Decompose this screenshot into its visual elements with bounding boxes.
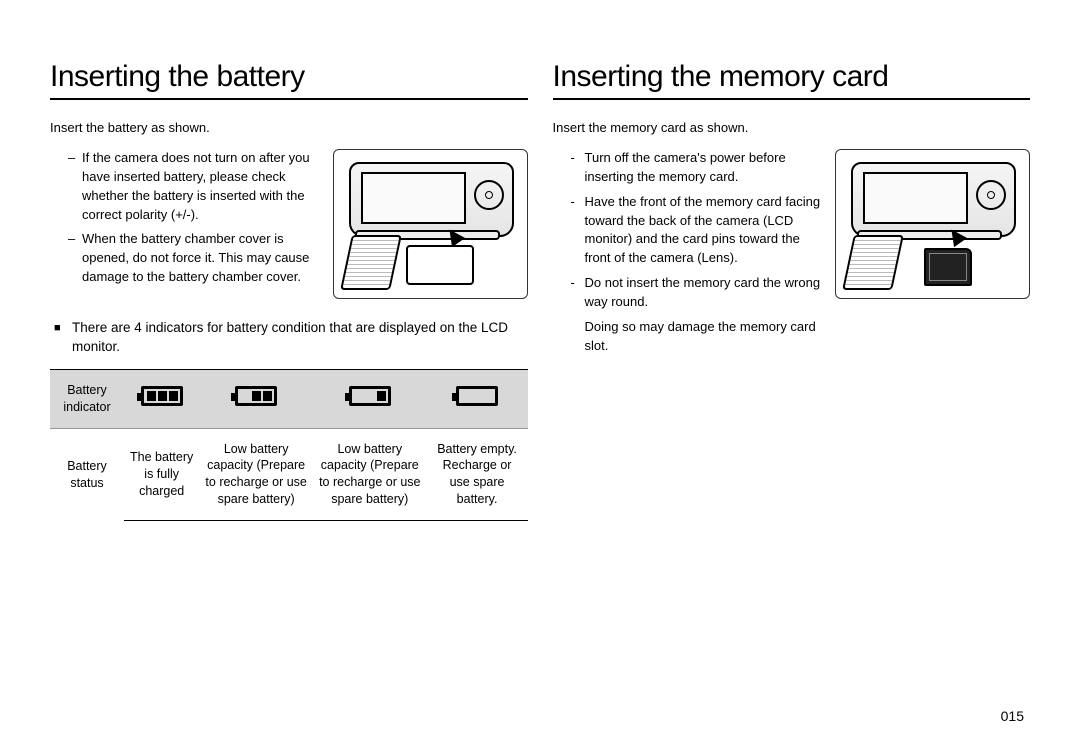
battery-two-bar-icon <box>235 386 277 406</box>
memory-row: Turn off the camera's power before inser… <box>553 149 1031 355</box>
intro-memory: Insert the memory card as shown. <box>553 120 1031 135</box>
memory-bullet-3: Do not insert the memory card the wrong … <box>571 274 826 312</box>
battery-icon-full <box>124 369 199 428</box>
heading-battery: Inserting the battery <box>50 60 528 100</box>
battery-figure <box>333 149 528 299</box>
battery-status-label: Battery status <box>50 428 124 521</box>
battery-pack-icon <box>406 245 474 285</box>
camera-body2-icon <box>851 162 1016 237</box>
camera-screen2-icon <box>863 172 968 224</box>
heading-memory: Inserting the memory card <box>553 60 1031 100</box>
column-left: Inserting the battery Insert the battery… <box>50 60 528 716</box>
battery-bullets: If the camera does not turn on after you… <box>50 149 323 293</box>
battery-full-icon <box>141 386 183 406</box>
battery-status-3: Battery empty. Recharge or use spare bat… <box>427 428 528 521</box>
memory-extra: Doing so may damage the memory card slot… <box>553 318 826 356</box>
battery-icon-2 <box>199 369 313 428</box>
battery-bullet-1: If the camera does not turn on after you… <box>68 149 323 224</box>
battery-status-1: Low battery capacity (Prepare to recharg… <box>199 428 313 521</box>
camera-body-icon <box>349 162 514 237</box>
battery-table: Battery indicator Battery status The bat… <box>50 369 528 521</box>
battery-status-0: The battery is fully charged <box>124 428 199 521</box>
page-number: 015 <box>1001 708 1024 724</box>
memory-bullet-2: Have the front of the memory card facing… <box>571 193 826 268</box>
column-right: Inserting the memory card Insert the mem… <box>553 60 1031 716</box>
camera-control2-icon <box>976 180 1006 210</box>
battery-status-row: Battery status The battery is fully char… <box>50 428 528 521</box>
battery-row: If the camera does not turn on after you… <box>50 149 528 299</box>
memory-figure <box>835 149 1030 299</box>
battery-door-icon <box>340 235 402 290</box>
memory-door-icon <box>842 235 904 290</box>
battery-empty-icon <box>456 386 498 406</box>
battery-one-bar-icon <box>349 386 391 406</box>
memory-bullet-1: Turn off the camera's power before inser… <box>571 149 826 187</box>
battery-icon-1 <box>313 369 427 428</box>
camera-screen-icon <box>361 172 466 224</box>
battery-status-2: Low battery capacity (Prepare to recharg… <box>313 428 427 521</box>
battery-indicator-label: Battery indicator <box>50 369 124 428</box>
camera-control-icon <box>474 180 504 210</box>
memory-bullets: Turn off the camera's power before inser… <box>553 149 826 355</box>
intro-battery: Insert the battery as shown. <box>50 120 528 135</box>
battery-indicator-row: Battery indicator <box>50 369 528 428</box>
battery-note: There are 4 indicators for battery condi… <box>50 319 528 357</box>
battery-icon-0 <box>427 369 528 428</box>
memory-card-icon <box>924 248 972 286</box>
battery-bullet-2: When the battery chamber cover is opened… <box>68 230 323 287</box>
